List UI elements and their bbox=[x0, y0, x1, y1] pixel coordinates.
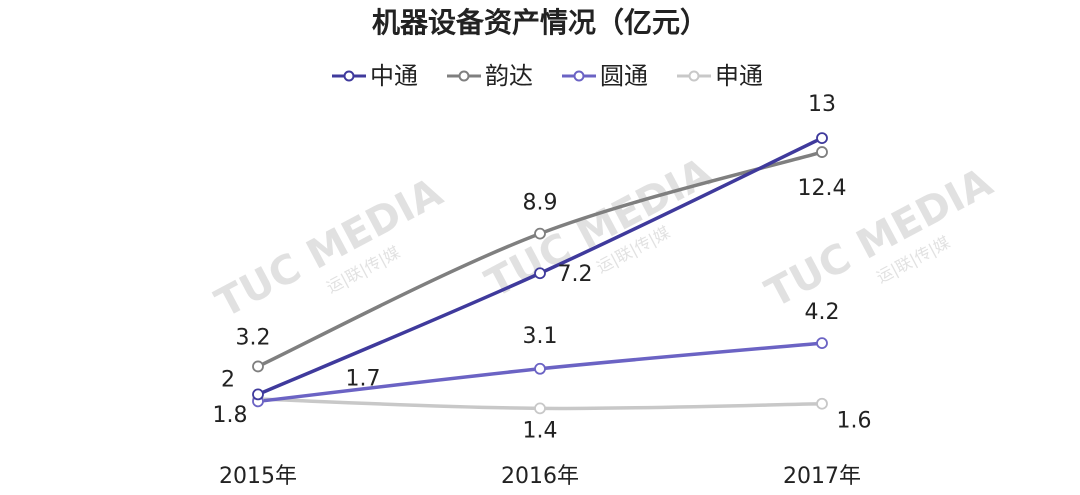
legend-marker bbox=[573, 70, 585, 82]
legend-label: 圆通 bbox=[600, 62, 648, 90]
chart-title: 机器设备资产情况（亿元） bbox=[372, 6, 708, 39]
data-label: 1.4 bbox=[523, 418, 558, 443]
data-label: 13 bbox=[808, 92, 836, 117]
data-point bbox=[816, 146, 828, 158]
data-label: 1.7 bbox=[346, 366, 381, 391]
data-point bbox=[816, 132, 828, 145]
x-tick-label: 2016年 bbox=[501, 464, 579, 489]
data-point bbox=[252, 388, 264, 401]
data-label: 12.4 bbox=[798, 176, 847, 201]
legend-label: 申通 bbox=[715, 62, 763, 90]
data-label: 1.6 bbox=[837, 409, 872, 434]
data-point bbox=[534, 362, 546, 375]
legend-label: 韵达 bbox=[485, 62, 533, 90]
watermark-text: TUC MEDIA bbox=[208, 169, 450, 327]
x-tick-label: 2017年 bbox=[783, 464, 861, 489]
data-label: 7.2 bbox=[558, 262, 593, 287]
x-tick-label: 2015年 bbox=[219, 464, 297, 489]
data-point bbox=[252, 360, 264, 373]
data-label: 2 bbox=[221, 367, 235, 392]
legend-label: 中通 bbox=[370, 62, 418, 90]
data-label: 8.9 bbox=[523, 191, 558, 216]
data-point bbox=[534, 227, 546, 240]
legend-marker bbox=[688, 70, 700, 82]
data-point bbox=[816, 397, 828, 410]
watermark-text: TUC MEDIA bbox=[758, 159, 1000, 317]
legend-marker bbox=[458, 70, 470, 82]
data-label: 1.8 bbox=[213, 403, 248, 428]
data-point bbox=[534, 267, 546, 280]
data-point bbox=[816, 337, 828, 350]
data-label: 3.1 bbox=[523, 324, 558, 349]
legend-marker bbox=[343, 70, 355, 82]
data-label: 3.2 bbox=[236, 325, 271, 350]
data-label: 4.2 bbox=[805, 300, 840, 325]
data-point bbox=[534, 402, 546, 415]
